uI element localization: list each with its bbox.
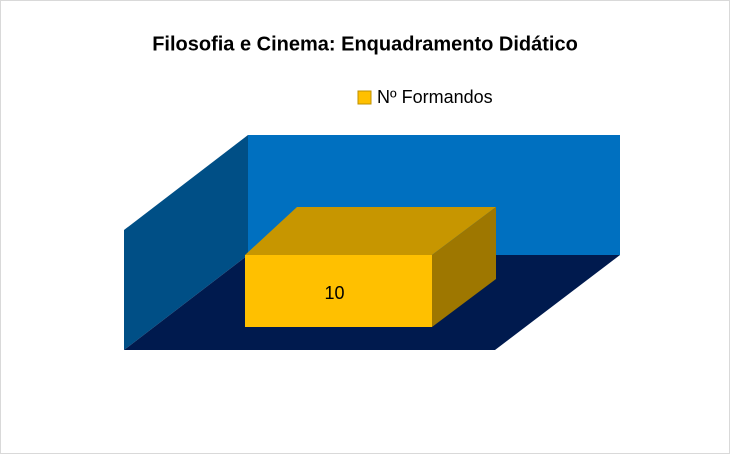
bar-top — [245, 207, 496, 255]
chart-title: Filosofia e Cinema: Enquadramento Didáti… — [152, 33, 578, 55]
bar — [245, 255, 432, 327]
legend-label: Nº Formandos — [377, 87, 493, 107]
bar-side — [432, 207, 496, 327]
side-wall — [124, 135, 248, 350]
legend-swatch — [357, 90, 372, 105]
data-label: 10 — [324, 283, 344, 303]
